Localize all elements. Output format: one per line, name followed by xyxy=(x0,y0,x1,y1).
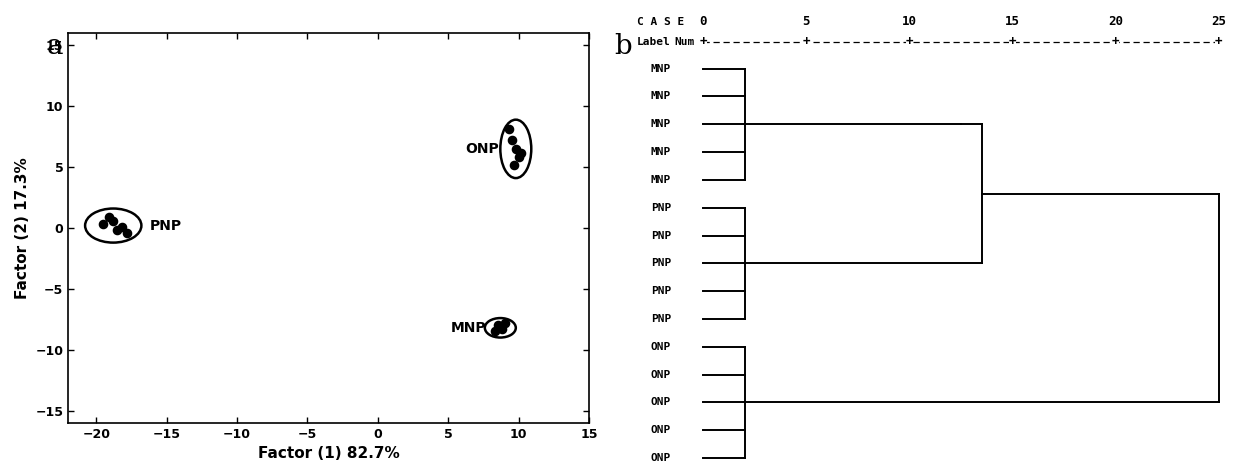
Point xyxy=(505,161,525,169)
Text: 25: 25 xyxy=(1211,15,1226,28)
Text: PNP: PNP xyxy=(651,203,671,213)
Point xyxy=(103,217,123,225)
Text: MNP: MNP xyxy=(451,321,486,335)
Text: ONP: ONP xyxy=(651,398,671,408)
Text: MNP: MNP xyxy=(651,147,671,157)
Text: ONP: ONP xyxy=(651,342,671,352)
Text: +: + xyxy=(699,35,707,48)
Text: ONP: ONP xyxy=(465,142,498,156)
Point xyxy=(112,223,131,230)
Text: PNP: PNP xyxy=(651,258,671,268)
Text: 0: 0 xyxy=(699,15,707,28)
Text: ONP: ONP xyxy=(651,425,671,435)
Text: +: + xyxy=(1009,35,1017,48)
Text: ONP: ONP xyxy=(651,453,671,463)
Text: +: + xyxy=(1112,35,1120,48)
Point xyxy=(506,145,526,152)
Text: 10: 10 xyxy=(901,15,916,28)
Text: PNP: PNP xyxy=(651,314,671,324)
Point xyxy=(485,328,505,335)
Text: PNP: PNP xyxy=(150,218,182,233)
Text: Num: Num xyxy=(675,37,694,47)
Point xyxy=(99,213,119,221)
Point xyxy=(495,319,515,327)
Text: PNP: PNP xyxy=(651,230,671,240)
Text: +: + xyxy=(1215,35,1223,48)
X-axis label: Factor (1) 82.7%: Factor (1) 82.7% xyxy=(258,446,399,461)
Text: b: b xyxy=(614,33,631,60)
Point xyxy=(512,149,532,156)
Text: 5: 5 xyxy=(802,15,810,28)
Text: 15: 15 xyxy=(1006,15,1021,28)
Text: PNP: PNP xyxy=(651,286,671,296)
Point xyxy=(108,227,128,234)
Text: MNP: MNP xyxy=(651,92,671,102)
Point xyxy=(502,137,522,144)
Text: C A S E: C A S E xyxy=(636,17,684,27)
Point xyxy=(492,325,512,333)
Text: MNP: MNP xyxy=(651,175,671,185)
Point xyxy=(498,125,518,133)
Text: a: a xyxy=(47,33,63,60)
Text: 20: 20 xyxy=(1109,15,1123,28)
Text: MNP: MNP xyxy=(651,64,671,74)
Text: +: + xyxy=(905,35,913,48)
Point xyxy=(508,153,528,161)
Y-axis label: Factor (2) 17.3%: Factor (2) 17.3% xyxy=(15,157,30,299)
Text: Label: Label xyxy=(636,37,671,47)
Point xyxy=(118,229,138,237)
Point xyxy=(93,220,113,228)
Text: ONP: ONP xyxy=(651,370,671,380)
Text: +: + xyxy=(802,35,810,48)
Text: MNP: MNP xyxy=(651,119,671,129)
Point xyxy=(487,322,507,329)
